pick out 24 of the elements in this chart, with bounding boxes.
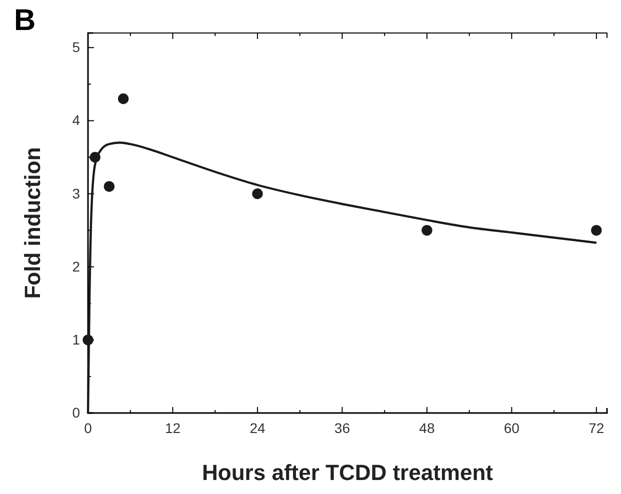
point — [252, 188, 263, 200]
chart-title: B — [14, 4, 36, 37]
line-series — [86, 142, 598, 414]
y-tick-label: 3 — [72, 185, 80, 202]
y-tick-label: 1 — [72, 331, 80, 348]
x-tick-label: 60 — [504, 420, 520, 436]
x-tick-label: 12 — [164, 420, 181, 436]
y-axis-title: Fold induction — [20, 147, 45, 299]
x-axis-title: Hours after TCDD treatment — [202, 460, 494, 485]
x-tick-label: 36 — [334, 420, 350, 436]
point — [82, 334, 94, 346]
x-tick-label: 24 — [250, 420, 266, 436]
point — [90, 152, 100, 163]
x-tick-label: 72 — [588, 420, 604, 436]
point — [118, 93, 129, 104]
x-tick-label: 48 — [419, 420, 435, 436]
y-tick-label: 5 — [72, 39, 80, 56]
point — [422, 224, 432, 236]
x-tick-label: 0 — [84, 420, 92, 436]
point — [591, 224, 602, 236]
y-tick-label: 4 — [72, 112, 80, 128]
point — [104, 181, 115, 192]
y-tick-label: 0 — [72, 404, 80, 420]
y-tick-label: 2 — [72, 258, 80, 274]
